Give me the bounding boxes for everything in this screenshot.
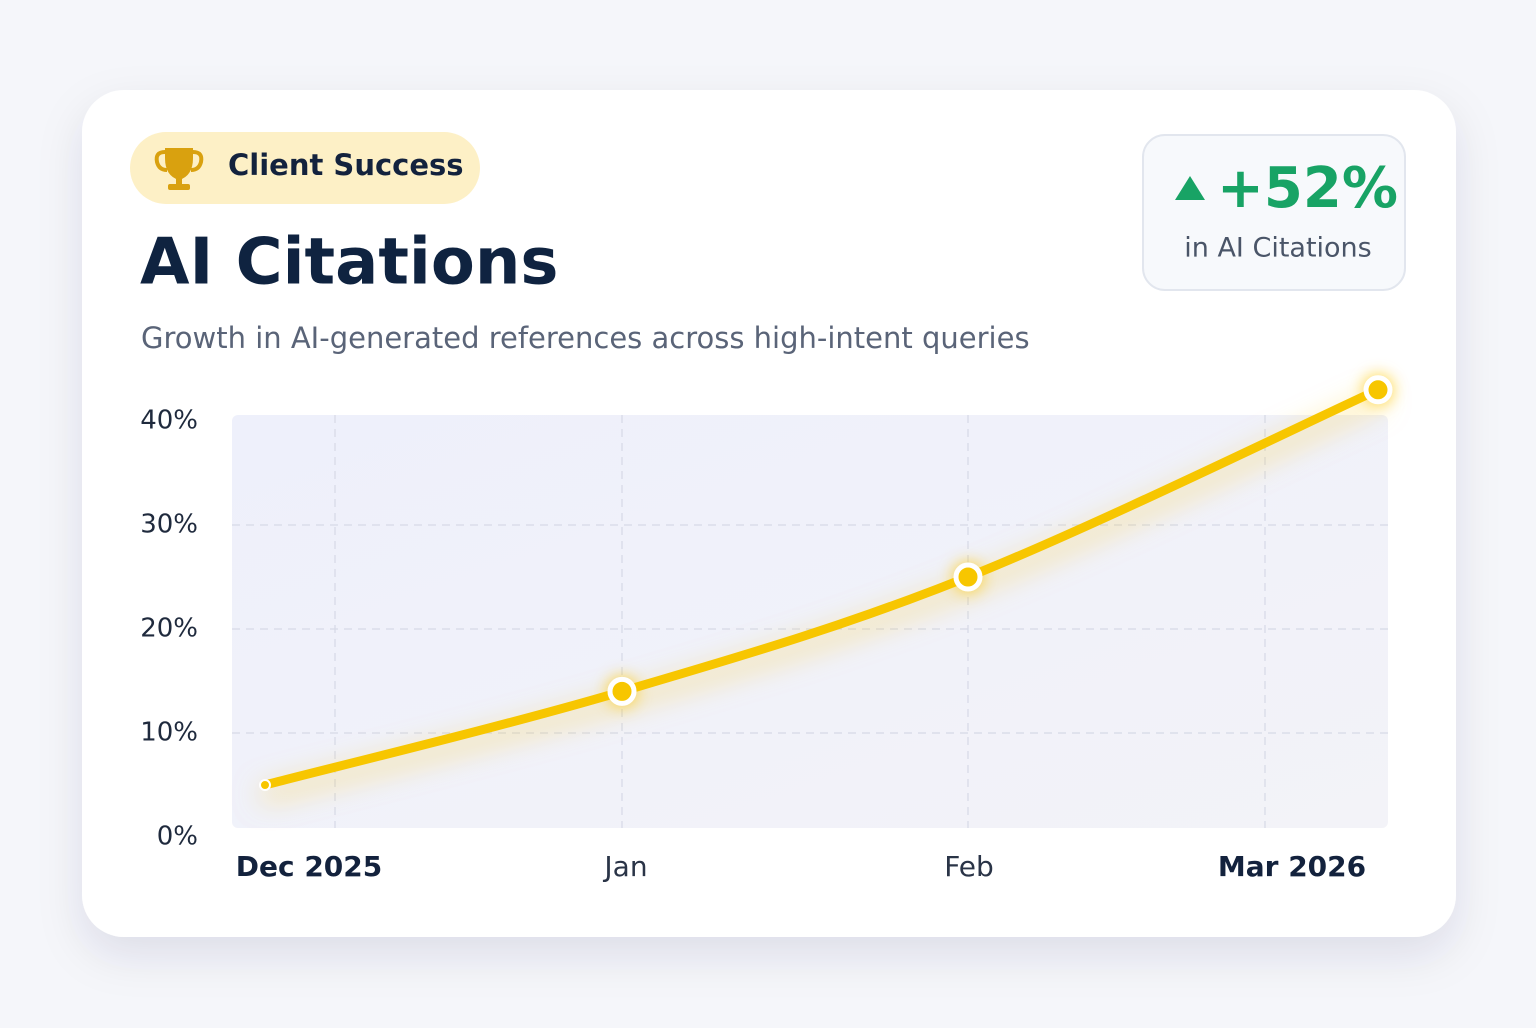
badge [130,132,480,204]
data-point [607,676,637,706]
y-tick-label: 40% [140,406,198,436]
chart-title: AI Citations [140,226,558,300]
chart-subtitle: Growth in AI-generated references across… [141,321,1030,355]
stat-caption: in AI Citations [1184,233,1371,264]
y-tick-label: 30% [140,510,198,540]
y-tick-label: 10% [140,718,198,748]
x-tick-label: Feb [944,850,994,883]
badge-label: Client Success [228,148,464,182]
data-point [953,562,983,592]
stat-value: +52% [1217,156,1398,221]
line [260,385,1383,790]
data-point [259,779,271,791]
stat-box [1142,134,1406,291]
x-tick-label: Dec 2025 [236,850,383,883]
y-tick-label: 0% [157,822,198,852]
x-tick-label: Mar 2026 [1218,850,1366,883]
data-point [1363,375,1393,405]
trophy-icon [154,148,204,190]
up-arrow [1175,176,1205,200]
y-tick-label: 20% [140,614,198,644]
plot-area [232,415,1388,828]
x-tick-label: Jan [602,850,647,883]
